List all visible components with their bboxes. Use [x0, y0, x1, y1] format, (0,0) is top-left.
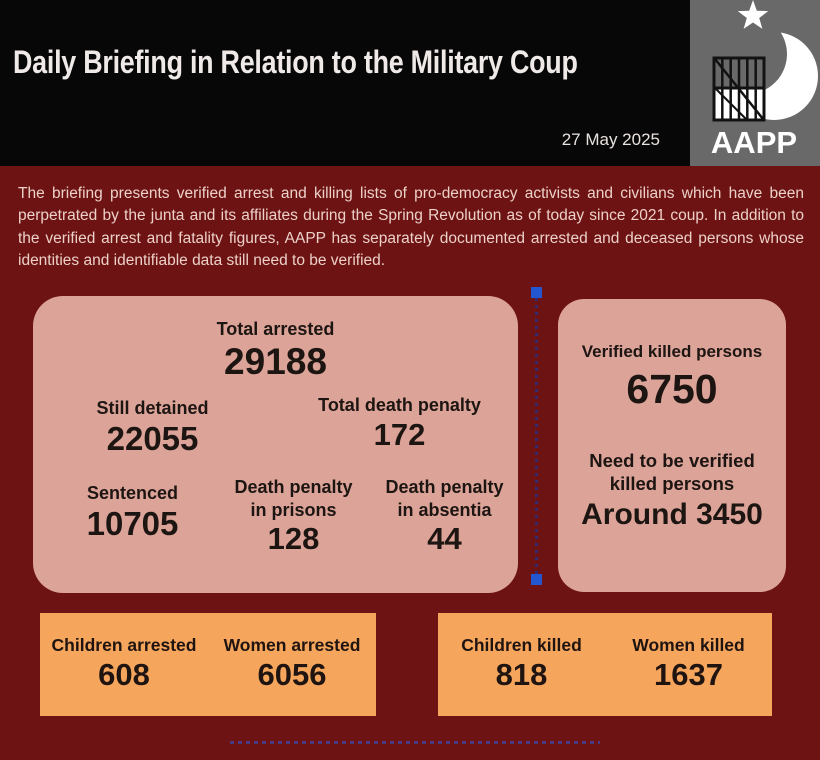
need-verified-killed-value: Around 3450	[581, 498, 763, 532]
star-icon	[737, 0, 769, 29]
sentenced-stat: Sentenced 10705	[45, 482, 220, 542]
women-killed-value: 1637	[654, 656, 723, 692]
total-arrested-stat: Total arrested 29188	[33, 318, 518, 383]
death-penalty-absentia-value: 44	[427, 521, 462, 556]
death-penalty-prisons-label: Death penalty in prisons	[216, 476, 371, 521]
sentenced-label: Sentenced	[86, 483, 179, 503]
death-penalty-prisons-value: 128	[267, 521, 320, 556]
death-penalty-absentia-label-line1: Death penalty	[385, 477, 504, 497]
death-penalty-prisons-label-line1: Death penalty	[234, 477, 353, 497]
need-verified-killed-label-line2: killed persons	[609, 473, 735, 495]
children-arrested-stat: Children arrested 608	[40, 613, 208, 716]
death-penalty-absentia-stat: Death penalty in absentia 44	[371, 476, 518, 557]
children-arrested-value: 608	[98, 656, 150, 692]
killed-panel: Verified killed persons 6750 Need to be …	[558, 299, 786, 592]
total-death-penalty-label: Total death penalty	[318, 395, 481, 415]
children-killed-label: Children killed	[461, 634, 582, 655]
death-penalty-prisons-stat: Death penalty in prisons 128	[216, 476, 371, 557]
prison-gate-icon	[712, 56, 766, 122]
death-penalty-absentia-label: Death penalty in absentia	[371, 476, 518, 521]
sentenced-value: 10705	[86, 504, 179, 542]
header: Daily Briefing in Relation to the Milita…	[0, 0, 820, 166]
death-penalty-prisons-label-line2: in prisons	[250, 499, 337, 520]
aapp-logo: AAPP	[690, 0, 820, 166]
arrested-strip: Children arrested 608 Women arrested 605…	[40, 613, 376, 716]
need-verified-killed-label-line1: Need to be verified	[589, 450, 755, 471]
death-penalty-absentia-label-line2: in absentia	[397, 499, 492, 520]
total-arrested-value: 29188	[224, 340, 327, 382]
still-detained-label: Still detained	[96, 398, 209, 418]
women-killed-label: Women killed	[632, 634, 745, 655]
children-arrested-label: Children arrested	[51, 634, 197, 655]
killed-strip: Children killed 818 Women killed 1637	[438, 613, 772, 716]
need-verified-killed-stat: Need to be verified killed persons Aroun…	[558, 449, 786, 533]
arrests-panel: Total arrested 29188 Still detained 2205…	[33, 296, 518, 593]
still-detained-stat: Still detained 22055	[55, 397, 250, 457]
page-title: Daily Briefing in Relation to the Milita…	[13, 44, 578, 80]
bottom-dotted-line	[230, 741, 600, 744]
total-arrested-label: Total arrested	[216, 319, 335, 339]
women-arrested-stat: Women arrested 6056	[208, 613, 376, 716]
intro-paragraph: The briefing presents verified arrest an…	[18, 185, 804, 269]
children-killed-stat: Children killed 818	[438, 613, 605, 716]
divider-endpoint-top	[531, 287, 542, 298]
verified-killed-stat: Verified killed persons 6750	[558, 341, 786, 413]
need-verified-killed-label: Need to be verified killed persons	[558, 449, 786, 495]
verified-killed-value: 6750	[626, 366, 718, 413]
divider-endpoint-bottom	[531, 574, 542, 585]
verified-killed-label: Verified killed persons	[581, 342, 763, 361]
still-detained-value: 22055	[106, 419, 199, 457]
total-death-penalty-stat: Total death penalty 172	[281, 394, 518, 452]
date-label: 27 May 2025	[561, 130, 660, 149]
women-killed-stat: Women killed 1637	[605, 613, 772, 716]
women-arrested-value: 6056	[257, 656, 327, 692]
children-killed-value: 818	[495, 656, 548, 692]
women-arrested-label: Women arrested	[223, 634, 361, 655]
total-death-penalty-value: 172	[373, 416, 426, 452]
divider-dotted-line	[535, 298, 538, 574]
logo-text: AAPP	[711, 125, 797, 160]
